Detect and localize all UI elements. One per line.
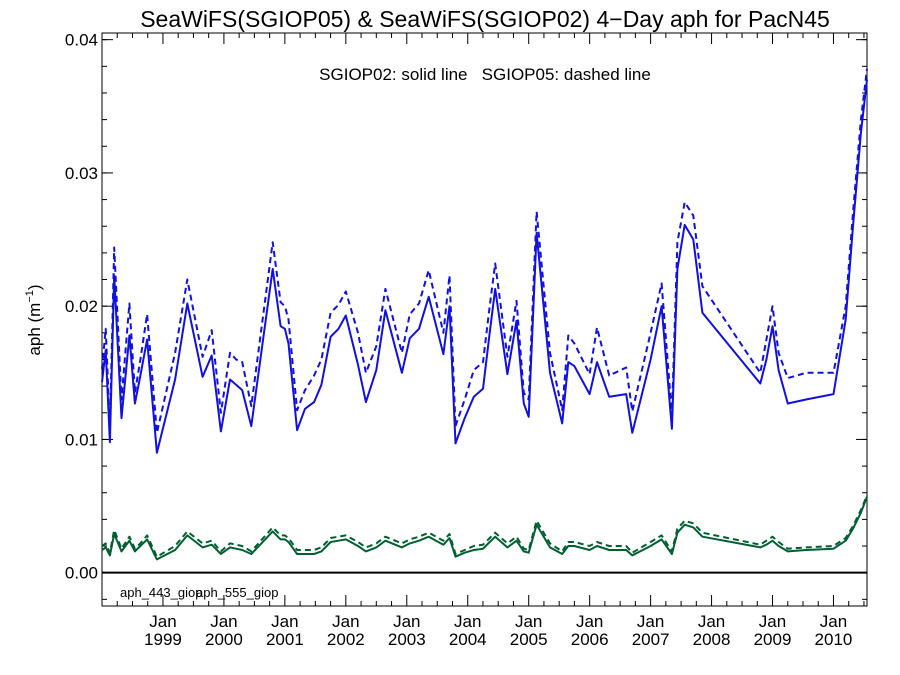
x-tick-label-month: Jan [759,612,786,631]
x-tick-label-year: 2001 [266,630,304,649]
x-tick-label-year: 2004 [449,630,487,649]
legend-entry-aph-443: aph_443_giop [120,585,202,600]
x-tick-label-year: 2002 [327,630,365,649]
x-ticks: Jan1999Jan2000Jan2001Jan2002Jan2003Jan20… [116,33,865,649]
y-axis-label-main: aph (m [25,303,44,356]
x-tick-label-year: 2007 [632,630,670,649]
plot-area: 0.000.010.020.030.04 Jan1999Jan2000Jan20… [65,31,868,649]
y-axis-label-superscript: −1 [24,290,36,303]
x-tick-label-month: Jan [393,612,420,631]
series-line-aph-443-giop-solid [101,79,868,454]
x-tick-label-month: Jan [149,612,176,631]
annotation-text: SGIOP02: solid line SGIOP05: dashed line [319,65,651,84]
x-tick-label-month: Jan [698,612,725,631]
y-tick-label: 0.03 [65,164,98,183]
x-tick-label-year: 2008 [693,630,731,649]
x-tick-label-year: 2009 [754,630,792,649]
series-line-aph-555-giop-dashed [101,495,868,558]
y-tick-label: 0.02 [65,297,98,316]
y-axis-label: aph (m−1) [24,284,44,355]
x-tick-label-year: 2000 [205,630,243,649]
x-tick-label-month: Jan [515,612,542,631]
x-tick-label-month: Jan [820,612,847,631]
x-tick-label-month: Jan [210,612,237,631]
x-tick-label-year: 1999 [144,630,182,649]
y-tick-label: 0.04 [65,31,98,50]
x-tick-label-month: Jan [454,612,481,631]
x-tick-label-month: Jan [576,612,603,631]
x-tick-label-month: Jan [332,612,359,631]
chart-title: SeaWiFS(SGIOP05) & SeaWiFS(SGIOP02) 4−Da… [140,6,830,32]
x-tick-label-year: 2006 [571,630,609,649]
legend: aph_443_giop aph_555_giop [120,585,278,600]
x-tick-label-year: 2010 [815,630,853,649]
x-tick-label-year: 2003 [388,630,426,649]
y-tick-label: 0.00 [65,564,98,583]
series-line-aph-443-giop-dashed [101,68,868,434]
x-tick-label-year: 2005 [510,630,548,649]
y-ticks: 0.00 0.01 0.02 0.03 0.04 [65,31,867,600]
x-tick-label-month: Jan [271,612,298,631]
legend-entry-aph-555: aph_555_giop [196,585,278,600]
series-line-aph-555-giop-solid [101,496,868,561]
plot-frame [101,32,868,607]
y-axis-label-close: ) [25,284,44,290]
x-tick-label-month: Jan [637,612,664,631]
series-lines [101,68,868,561]
y-tick-label: 0.01 [65,430,98,449]
